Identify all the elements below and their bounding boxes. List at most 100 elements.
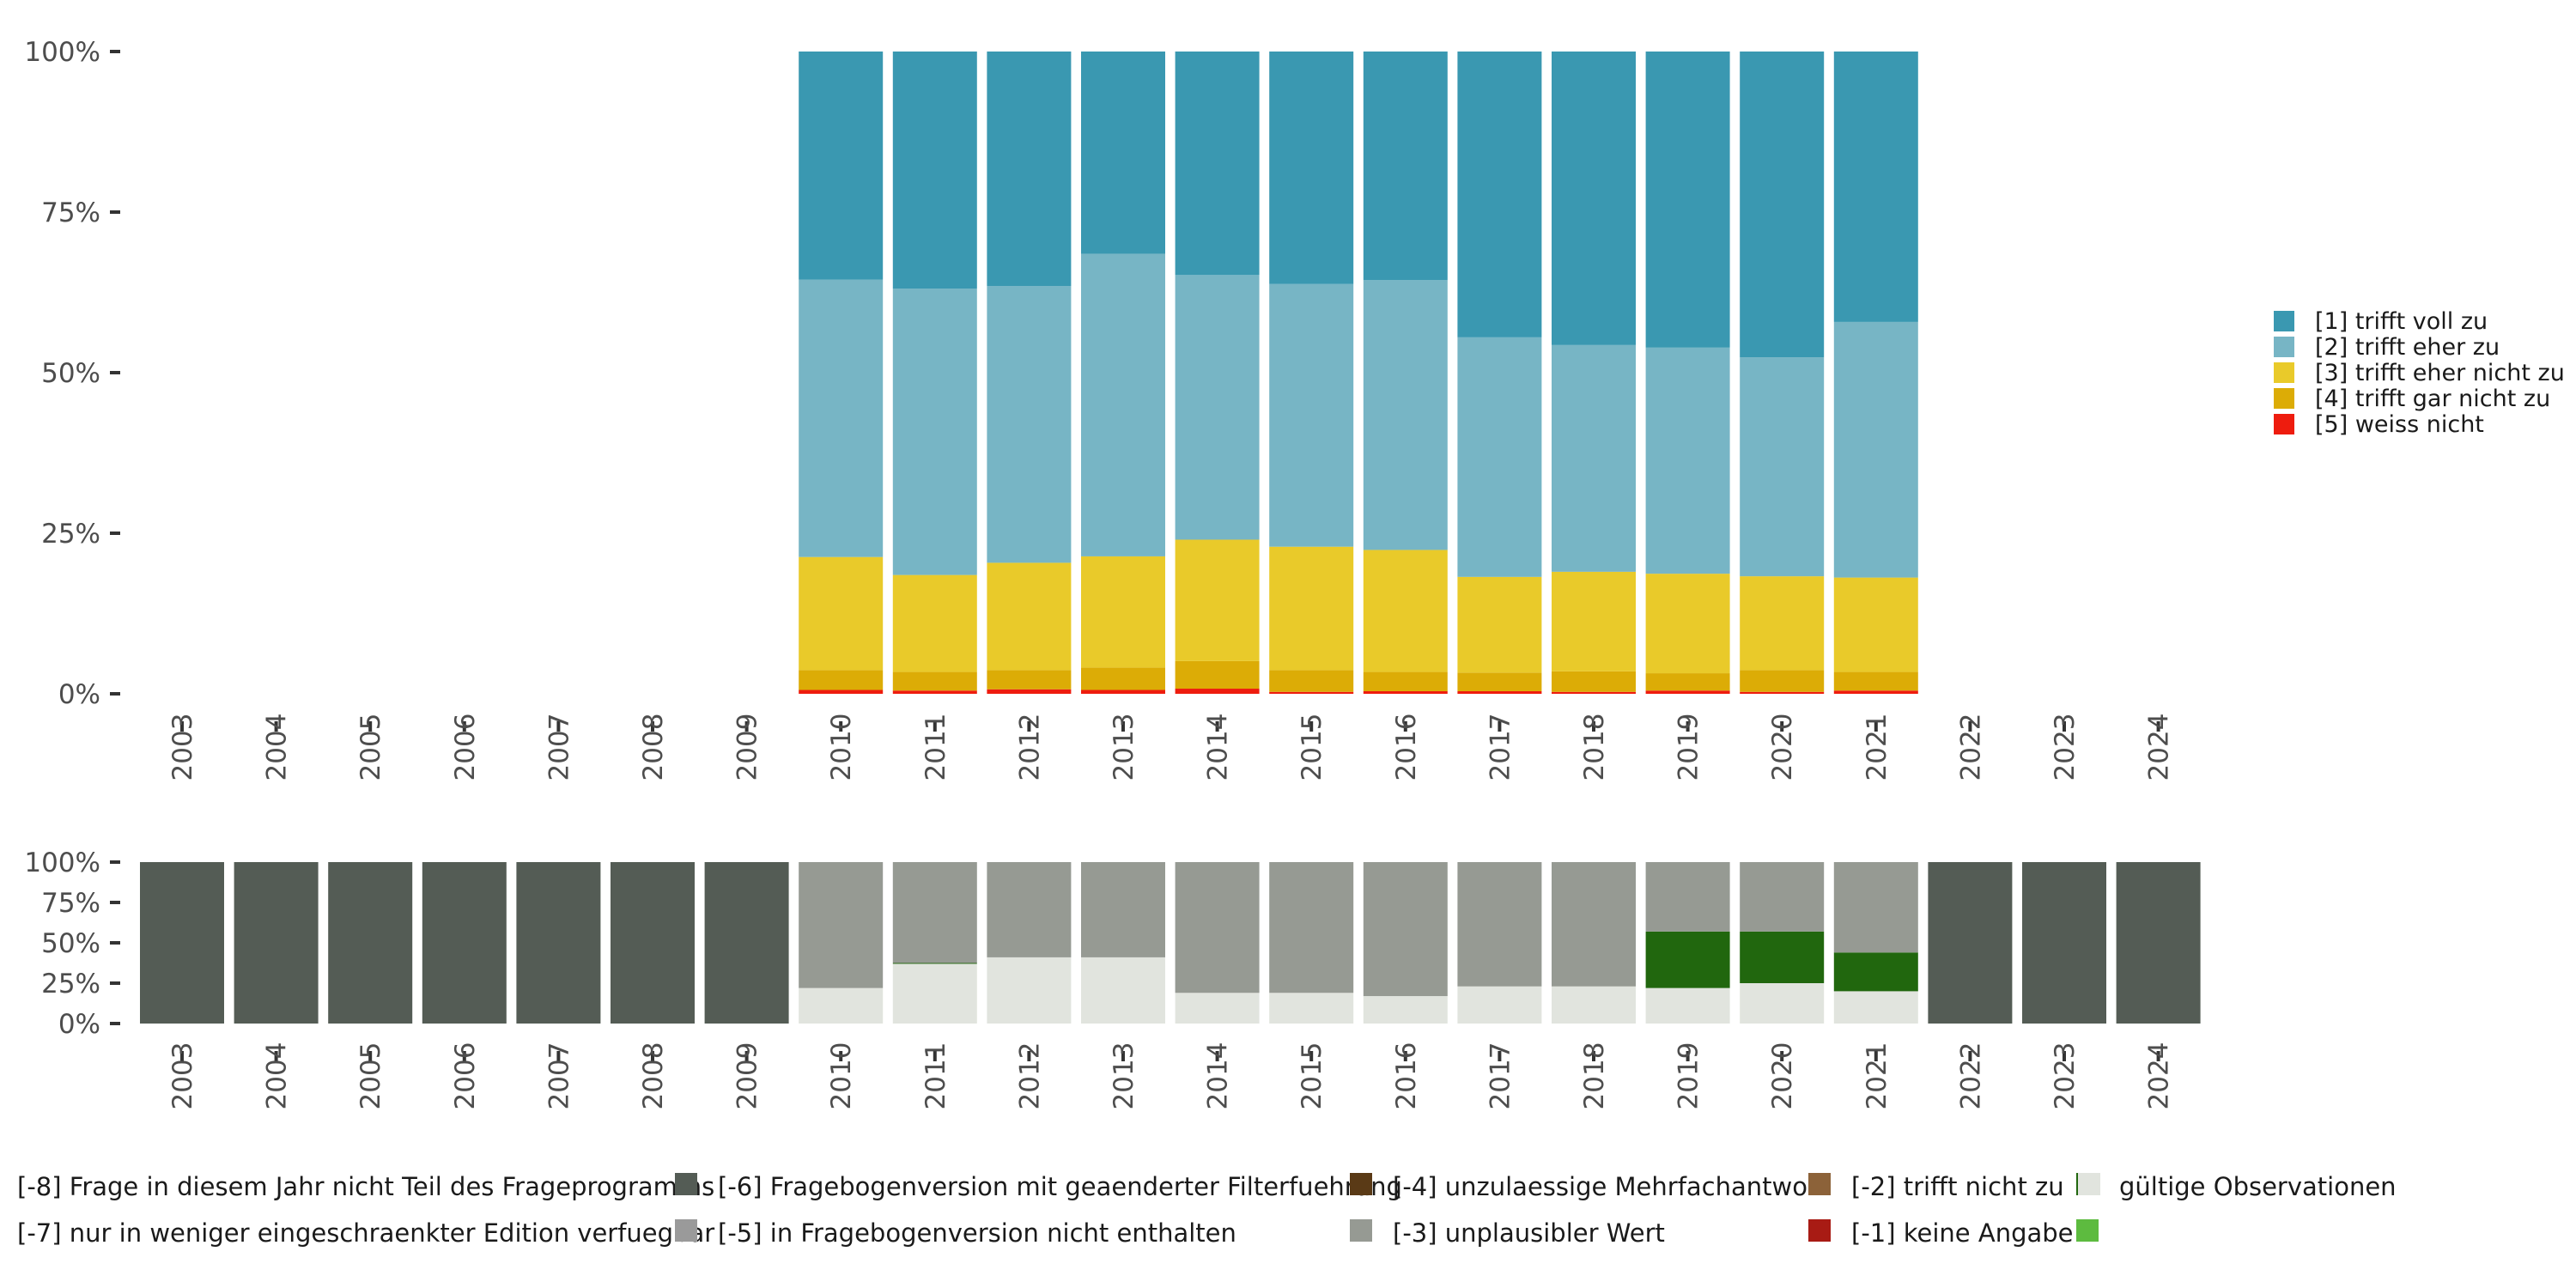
legend-label: gültige Observationen — [2119, 1172, 2397, 1201]
x-tick-label: 2014 — [1203, 714, 1234, 781]
bar-segment — [328, 862, 413, 1024]
y-tick-label: 0% — [58, 679, 100, 710]
x-tick-label: 2005 — [355, 714, 386, 781]
bar-segment — [987, 862, 1072, 957]
bar-segment — [1081, 667, 1165, 690]
bar-segment — [1457, 862, 1542, 987]
bar-segment — [1740, 691, 1825, 694]
legend-label: [-2] trifft nicht zu — [1851, 1172, 2064, 1201]
x-tick-label: 2022 — [1955, 1042, 1986, 1110]
legend-swatch — [1350, 1173, 1372, 1195]
bar-segment — [1833, 862, 1918, 953]
bar-segment — [892, 963, 977, 964]
bar-segment — [1645, 931, 1730, 988]
legend-swatch — [1350, 1219, 1372, 1242]
legend-swatch — [2274, 337, 2294, 357]
bar-segment — [1269, 52, 1354, 284]
bar-segment — [1740, 576, 1825, 671]
bar-segment — [1175, 660, 1260, 690]
x-tick-label: 2007 — [544, 1042, 574, 1110]
bar-segment — [422, 862, 507, 1024]
bar-segment — [1552, 571, 1636, 671]
bar-segment — [1833, 577, 1918, 672]
bar-segment — [1081, 957, 1165, 1024]
legend-label: [-5] in Fragebogenversion nicht enthalte… — [718, 1218, 1236, 1248]
bar-segment — [987, 52, 1072, 287]
bar-segment — [1552, 52, 1636, 345]
bar-segment — [1457, 576, 1542, 673]
legend-swatch — [2274, 414, 2294, 434]
bar-segment — [1269, 993, 1354, 1024]
y-tick-label: 50% — [41, 928, 100, 959]
x-tick-label: 2024 — [2144, 714, 2175, 781]
x-tick-label: 2003 — [167, 1042, 198, 1110]
y-tick-label: 25% — [41, 969, 100, 999]
bar-segment — [1740, 862, 1825, 932]
bar-segment — [1363, 671, 1448, 692]
bar-segment — [1269, 691, 1354, 694]
bar-segment — [1363, 862, 1448, 997]
x-tick-label: 2015 — [1297, 1042, 1327, 1110]
bar-segment — [1833, 52, 1918, 322]
bar-segment — [1457, 52, 1542, 337]
bar-segment — [1833, 671, 1918, 691]
bar-segment — [1081, 52, 1165, 254]
legend-label: [-1] keine Angabe — [1851, 1218, 2074, 1248]
bar-segment — [1363, 280, 1448, 550]
bar-segment — [1363, 550, 1448, 672]
bar-segment — [1552, 691, 1636, 694]
x-tick-label: 2008 — [638, 1042, 669, 1110]
bar-segment — [1081, 253, 1165, 556]
bar-segment — [799, 52, 884, 280]
top-legend: [1] trifft voll zu[2] trifft eher zu[3] … — [2274, 308, 2565, 438]
legend-swatch — [2274, 311, 2294, 331]
bar-segment — [1645, 673, 1730, 691]
legend-label: [4] trifft gar nicht zu — [2315, 386, 2550, 412]
x-tick-label: 2022 — [1955, 714, 1986, 781]
x-tick-label: 2024 — [2144, 1042, 2175, 1110]
bar-segment — [1645, 347, 1730, 574]
bar-segment — [987, 689, 1072, 694]
y-tick-label: 75% — [41, 197, 100, 228]
bar-segment — [1081, 690, 1165, 694]
x-tick-label: 2016 — [1391, 714, 1422, 781]
bar-segment — [1740, 931, 1825, 983]
bar-segment — [1833, 690, 1918, 694]
bar-segment — [892, 52, 977, 289]
y-tick-label: 100% — [24, 848, 100, 878]
legend-swatch — [1808, 1173, 1831, 1195]
bar-segment — [1457, 691, 1542, 694]
x-tick-label: 2012 — [1014, 714, 1045, 781]
bar-segment — [799, 690, 884, 694]
bar-segment — [2022, 862, 2106, 1024]
bar-segment — [1175, 862, 1260, 993]
legend-label: [5] weiss nicht — [2315, 411, 2484, 438]
bar-segment — [987, 957, 1072, 1024]
bar-segment — [1740, 52, 1825, 358]
bar-segment — [892, 289, 977, 575]
bar-segment — [1457, 986, 1542, 1024]
x-tick-label: 2016 — [1391, 1042, 1422, 1110]
bar-segment — [1363, 52, 1448, 281]
x-tick-label: 2010 — [826, 714, 857, 781]
bar-segment — [1457, 337, 1542, 577]
legend-swatch — [2274, 362, 2294, 383]
bar-segment — [1081, 862, 1165, 957]
bar-segment — [799, 670, 884, 690]
y-tick-label: 0% — [58, 1009, 100, 1040]
legend-label: [-4] unzulaessige Mehrfachantwort — [1393, 1172, 1827, 1201]
x-tick-label: 2015 — [1297, 714, 1327, 781]
bar-segment — [1269, 862, 1354, 993]
y-tick-label: 25% — [41, 519, 100, 550]
x-tick-label: 2014 — [1203, 1042, 1234, 1110]
bar-segment — [1363, 996, 1448, 1024]
bar-segment — [1175, 539, 1260, 661]
bar-segment — [1645, 862, 1730, 932]
bar-segment — [987, 562, 1072, 671]
bar-segment — [1552, 344, 1636, 572]
legend-swatch — [2274, 388, 2294, 409]
bar-segment — [1552, 671, 1636, 692]
bar-segment — [1175, 275, 1260, 540]
x-tick-label: 2005 — [355, 1042, 386, 1110]
bar-segment — [1833, 952, 1918, 992]
